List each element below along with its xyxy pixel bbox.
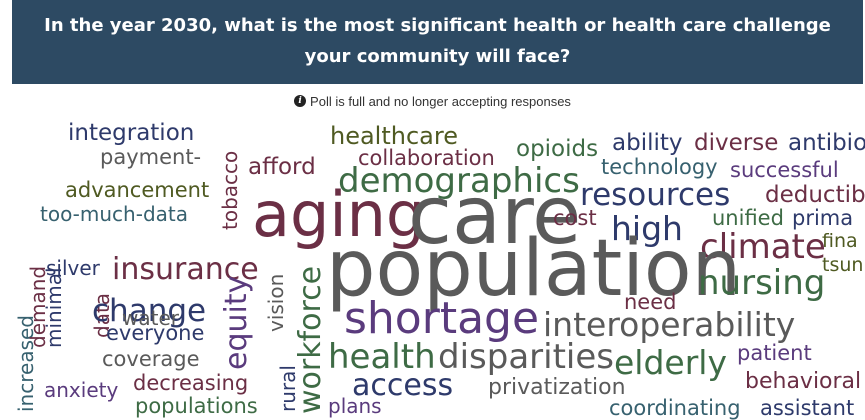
cloud-word: demographics — [338, 161, 580, 201]
cloud-word: change — [92, 293, 207, 329]
cloud-word: anxiety — [44, 378, 119, 402]
cloud-word: health — [328, 337, 436, 377]
cloud-word: equity — [219, 275, 254, 370]
cloud-word: everyone — [106, 321, 205, 345]
cloud-word: behavioral — [745, 369, 862, 394]
cloud-word: care — [408, 169, 582, 262]
cloud-word: assistant — [760, 396, 855, 420]
cloud-word: plans — [328, 394, 382, 418]
cloud-word: workforce — [293, 265, 328, 414]
cloud-word: tobacco — [218, 150, 242, 230]
cloud-word: too-much-data — [40, 202, 188, 226]
cloud-word: silver — [46, 256, 100, 280]
cloud-word: population — [326, 224, 742, 314]
cloud-word: afford — [248, 154, 316, 180]
cloud-word: climate — [700, 227, 826, 267]
cloud-word: aging — [252, 178, 426, 251]
cloud-word: opioids — [516, 136, 599, 162]
cloud-word: technology — [601, 155, 718, 179]
cloud-word: water — [122, 306, 179, 330]
cloud-word: high — [611, 209, 683, 248]
cloud-word: advancement — [65, 178, 210, 202]
cloud-word: cost — [553, 206, 597, 230]
cloud-word: interoperability — [543, 305, 796, 344]
cloud-word: tsun — [822, 254, 864, 276]
cloud-word: elderly — [614, 343, 727, 382]
cloud-word: prima — [792, 206, 854, 230]
cloud-word: integration — [68, 120, 195, 146]
poll-status-text: Poll is full and no longer accepting res… — [310, 93, 571, 109]
poll-status: i Poll is full and no longer accepting r… — [0, 92, 865, 110]
info-icon: i — [294, 95, 307, 107]
cloud-word: disparities — [438, 337, 614, 377]
cloud-word: successful — [730, 158, 839, 182]
cloud-word: coordinating — [609, 396, 741, 420]
cloud-word: privatization — [488, 375, 626, 400]
cloud-word: healthcare — [330, 122, 458, 150]
cloud-word: patient — [737, 341, 812, 365]
cloud-word: unified — [712, 206, 784, 230]
cloud-word: decreasing — [133, 371, 249, 395]
cloud-word: resources — [580, 177, 731, 213]
cloud-word: insurance — [112, 252, 259, 287]
cloud-word: antibio — [788, 130, 865, 156]
poll-question: In the year 2030, what is the most signi… — [44, 15, 831, 67]
word-cloud: integration payment- advancement too-muc… — [0, 112, 865, 420]
poll-header: In the year 2030, what is the most signi… — [12, 0, 863, 84]
cloud-word: deductib — [765, 182, 865, 208]
cloud-word: vision — [264, 273, 288, 332]
cloud-word: payment- — [100, 145, 202, 169]
cloud-word: shortage — [344, 293, 540, 344]
cloud-word: nursing — [698, 263, 826, 303]
cloud-word: ability — [612, 130, 683, 156]
cloud-word: collaboration — [358, 146, 495, 170]
cloud-word: access — [352, 368, 454, 403]
cloud-word: coverage — [102, 347, 200, 371]
cloud-word: need — [624, 290, 677, 314]
cloud-word: minimal — [42, 267, 66, 348]
cloud-word: diverse — [694, 130, 779, 156]
cloud-word: fina — [822, 230, 858, 252]
cloud-word: populations — [135, 394, 258, 418]
